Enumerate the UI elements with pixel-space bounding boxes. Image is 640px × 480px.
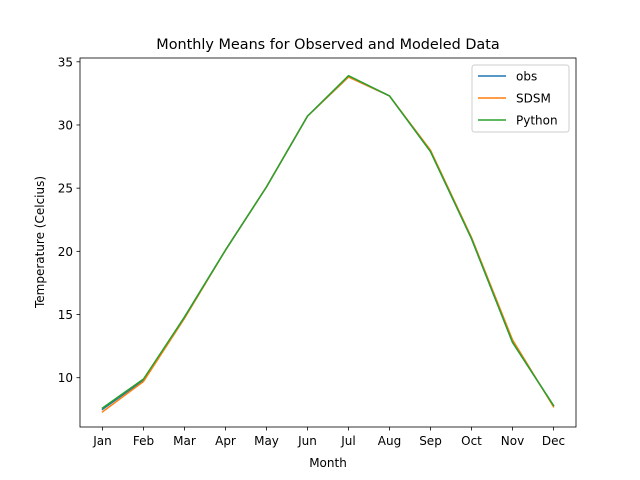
x-tick-label: Jun xyxy=(297,434,317,448)
axes-spines xyxy=(79,57,577,428)
x-axis-label: Month xyxy=(309,456,347,470)
x-tick-label: Nov xyxy=(501,434,524,448)
y-tick-label: 25 xyxy=(58,182,73,196)
x-tick-label: Oct xyxy=(461,434,482,448)
x-tick-label: Aug xyxy=(378,434,401,448)
x-tick-label: Apr xyxy=(215,434,236,448)
legend-box xyxy=(471,64,570,133)
legend-label-sdsm: SDSM xyxy=(516,92,551,106)
y-tick-label: 30 xyxy=(58,118,73,132)
y-tick-label: 10 xyxy=(58,371,73,385)
x-tick-label: Mar xyxy=(173,434,196,448)
series-lines xyxy=(101,74,555,413)
y-tick-label: 35 xyxy=(58,55,73,69)
y-axis: 10 15 20 25 30 35 xyxy=(58,55,80,385)
legend: obs SDSM Python xyxy=(471,64,570,133)
x-tick-label: Jan xyxy=(92,434,112,448)
y-tick-label: 15 xyxy=(58,308,73,322)
legend-label-obs: obs xyxy=(516,70,537,84)
axes-frame xyxy=(79,57,577,428)
x-tick-label: May xyxy=(254,434,279,448)
y-tick-label: 20 xyxy=(58,245,73,259)
x-tick-label: Sep xyxy=(419,434,442,448)
x-axis: Jan Feb Mar Apr May Jun Jul Aug Sep Oct Nov Dec xyxy=(92,427,565,448)
series-line-python xyxy=(101,74,555,410)
chart-title: Monthly Means for Observed and Modeled D… xyxy=(156,37,499,53)
x-tick-label: Feb xyxy=(133,434,154,448)
legend-label-python: Python xyxy=(516,114,558,128)
x-tick-label: Jul xyxy=(340,434,355,448)
y-axis-label: Temperature (Celcius) xyxy=(33,176,47,309)
x-tick-label: Dec xyxy=(542,434,565,448)
